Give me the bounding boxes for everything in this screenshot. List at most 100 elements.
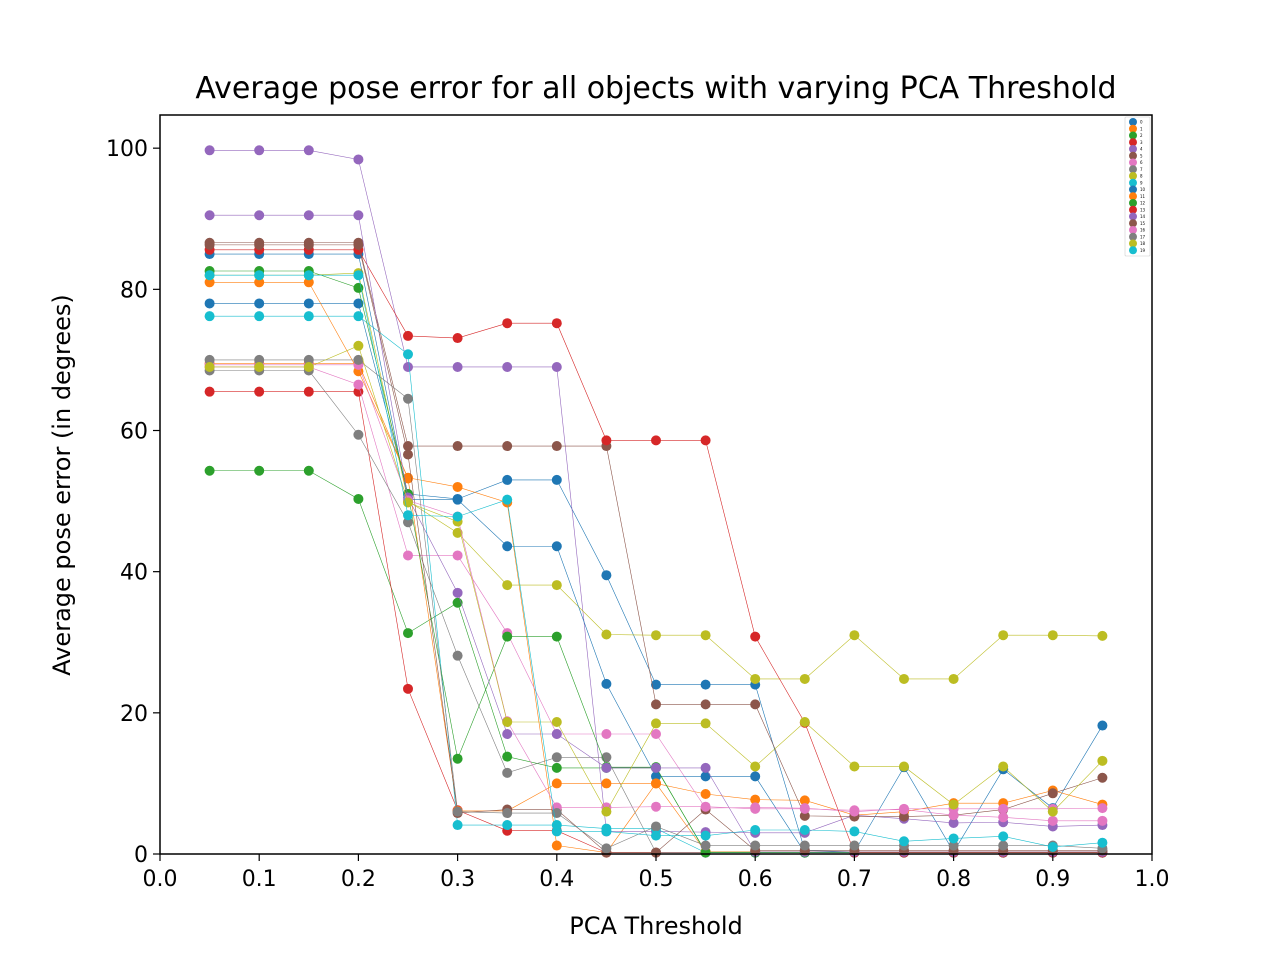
x-tick-label: 0.6: [738, 867, 773, 892]
legend-label: 13: [1140, 207, 1146, 212]
data-point: [403, 393, 413, 404]
data-point: [254, 210, 265, 221]
legend-label: 17: [1140, 234, 1146, 239]
x-tick-label: 0.7: [837, 867, 872, 892]
data-point: [254, 465, 265, 476]
data-point: [254, 354, 265, 365]
data-point: [899, 804, 909, 815]
data-point: [353, 282, 364, 293]
data-point: [1047, 806, 1058, 817]
data-point: [700, 789, 711, 799]
data-point: [1047, 841, 1058, 852]
data-point: [204, 270, 215, 281]
y-axis-label: Average pose error (in degrees): [48, 294, 76, 676]
data-point: [849, 805, 860, 816]
data-point: [1097, 837, 1108, 848]
data-point: [204, 311, 215, 322]
legend-label: 12: [1140, 201, 1146, 206]
data-point: [502, 717, 513, 728]
data-point: [502, 361, 513, 372]
data-point: [204, 298, 215, 309]
data-point: [799, 840, 810, 851]
data-point: [998, 761, 1009, 772]
data-point: [452, 753, 463, 764]
data-point: [303, 465, 314, 476]
data-point: [998, 630, 1009, 641]
data-point: [551, 840, 562, 851]
data-point: [899, 761, 909, 772]
data-point: [849, 826, 860, 837]
data-point: [700, 679, 711, 690]
data-point: [502, 318, 513, 329]
legend-label: 5: [1140, 153, 1143, 158]
data-point: [899, 673, 909, 684]
data-point: [1047, 630, 1058, 641]
legend-label: 1: [1140, 126, 1143, 131]
data-point: [750, 803, 761, 814]
data-point: [303, 210, 314, 221]
data-point: [452, 806, 463, 817]
data-point: [551, 631, 562, 642]
legend-marker: [1129, 138, 1137, 147]
data-point: [403, 497, 413, 508]
data-point: [551, 752, 562, 763]
data-point: [1097, 755, 1108, 766]
x-tick-label: 0.1: [242, 867, 277, 892]
legend-marker: [1129, 192, 1137, 201]
legend-marker: [1129, 131, 1137, 140]
series-18: [204, 340, 1108, 817]
data-point: [1097, 815, 1108, 826]
legend-label: 14: [1140, 214, 1146, 219]
legend-label: 7: [1140, 167, 1143, 172]
data-point: [452, 361, 463, 372]
data-point: [700, 847, 711, 858]
data-point: [452, 481, 463, 492]
data-point: [651, 679, 661, 690]
data-point: [700, 435, 711, 446]
data-point: [353, 239, 364, 250]
data-point: [799, 673, 810, 684]
data-point: [1097, 720, 1108, 731]
data-point: [998, 840, 1009, 851]
data-point: [849, 630, 860, 641]
data-point: [1047, 815, 1058, 826]
legend-label: 16: [1140, 228, 1146, 233]
legend-marker: [1129, 178, 1137, 187]
data-point: [303, 354, 314, 365]
data-point: [303, 298, 314, 309]
data-point: [452, 441, 463, 452]
data-point: [849, 840, 860, 851]
data-point: [254, 361, 265, 372]
legend-marker: [1129, 118, 1137, 126]
data-point: [799, 803, 810, 814]
data-point: [353, 270, 364, 281]
data-point: [254, 298, 265, 309]
data-point: [601, 762, 612, 773]
data-point: [353, 154, 364, 165]
data-point: [601, 435, 612, 446]
data-point: [948, 840, 959, 851]
data-point: [403, 349, 413, 360]
data-point: [651, 771, 661, 782]
legend-marker: [1129, 165, 1137, 174]
y-tick-label: 20: [120, 702, 148, 727]
data-point: [948, 673, 959, 684]
data-point: [700, 830, 711, 841]
data-point: [651, 630, 661, 641]
legend-marker: [1129, 199, 1137, 207]
data-point: [204, 239, 215, 250]
data-point: [303, 386, 314, 397]
data-point: [502, 729, 513, 740]
data-point: [254, 386, 265, 397]
series-17: [204, 354, 1108, 854]
data-point: [204, 361, 215, 372]
legend-marker: [1129, 172, 1137, 180]
data-point: [601, 629, 612, 640]
legend-marker: [1129, 124, 1137, 133]
x-tick-label: 0.5: [639, 867, 674, 892]
data-point: [502, 441, 513, 452]
data-point: [502, 631, 513, 642]
